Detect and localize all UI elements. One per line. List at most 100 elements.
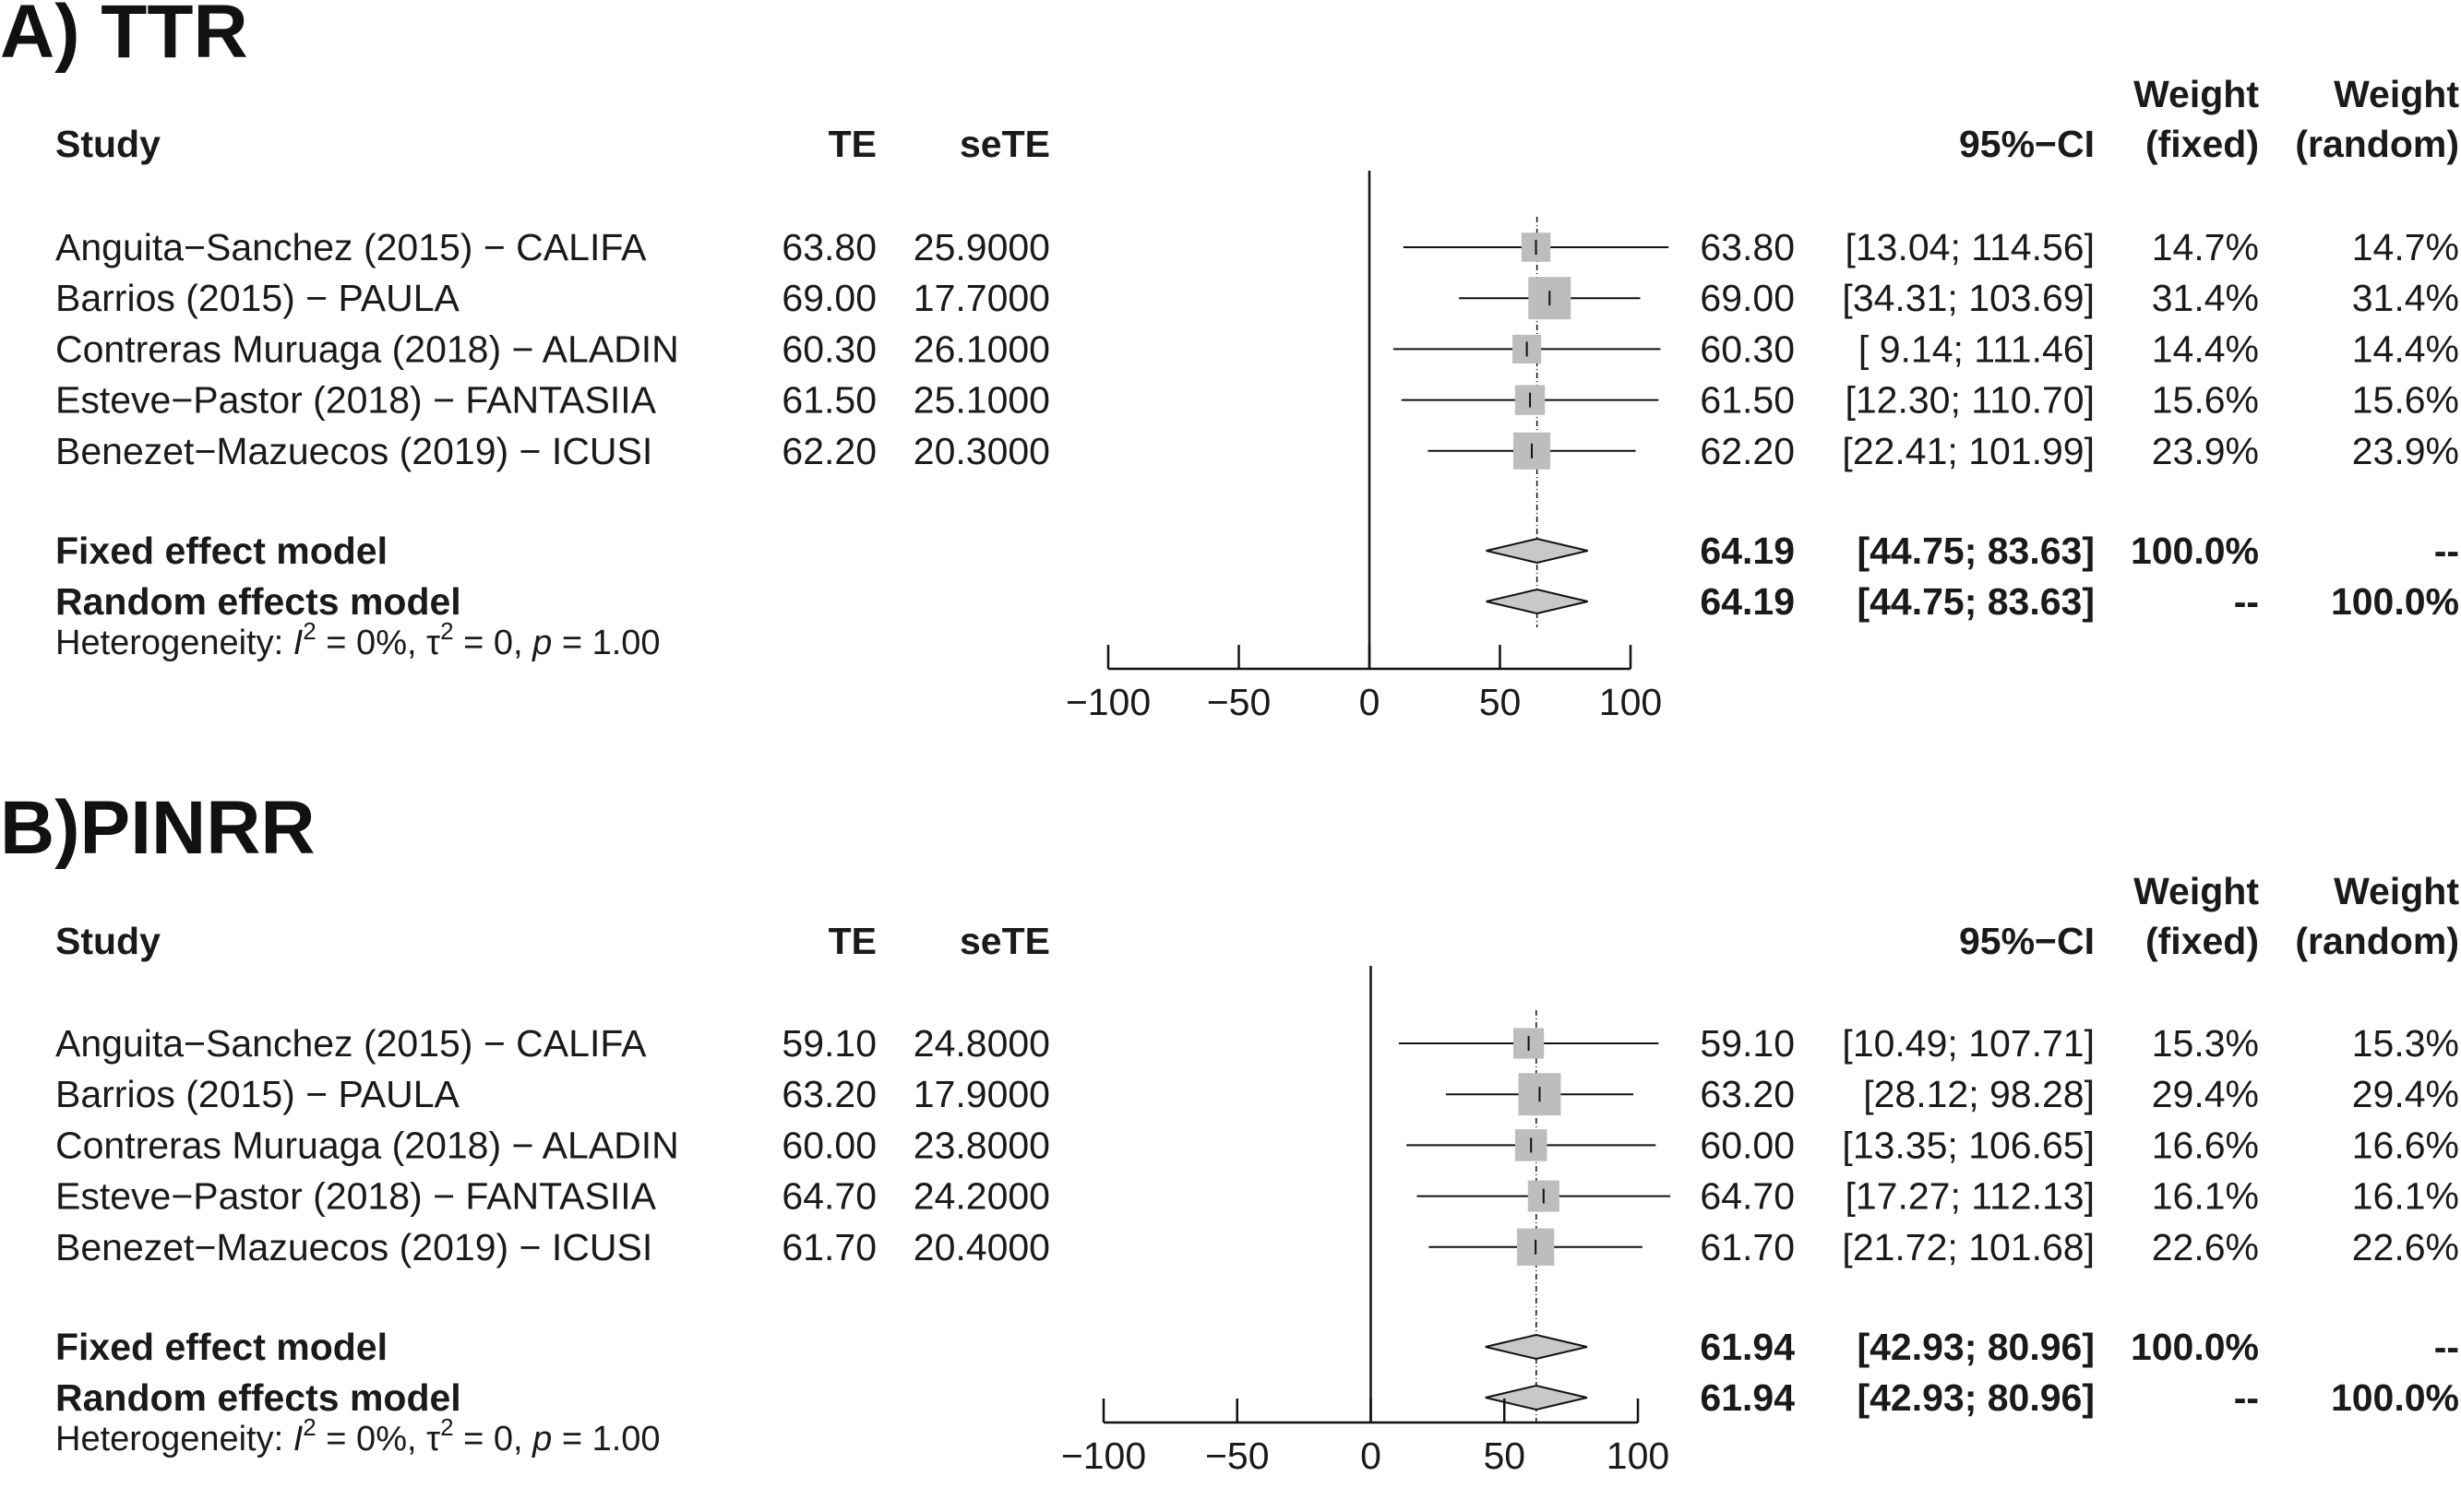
study-name: Anguita−Sanchez (2015) − CALIFA [55,226,647,268]
heterogeneity-part: = 0%, [317,624,426,662]
study-ci: [22.41; 101.99] [1842,430,2095,472]
study-te: 60.30 [782,327,877,370]
heterogeneity-part: τ [426,624,440,662]
forest-panel-b: B)PINRR Study TE seTE 95%−CI Weight (fixed) Wei… [0,786,2459,1477]
study-weight-fixed: 16.1% [2152,1175,2259,1218]
study-weight-fixed: 15.3% [2152,1022,2259,1065]
column-header-sete: seTE [960,920,1050,962]
study-ci: [21.72; 101.68] [1842,1226,2095,1268]
study-weight-random: 14.4% [2352,327,2459,370]
column-header-ci: 95%−CI [1959,920,2095,962]
study-estimate: 63.20 [1700,1073,1795,1115]
pooled-diamond [1486,537,1588,565]
study-te: 69.00 [782,277,877,319]
study-weight-fixed: 14.7% [2152,226,2259,268]
pooled-diamond [1485,1384,1588,1411]
study-weight-fixed: 16.6% [2152,1124,2259,1166]
column-header-weight-random: Weight [2334,73,2459,115]
model-ci: [42.93; 80.96] [1857,1326,2095,1368]
column-header-weight-random-sub: (random) [2295,920,2459,962]
study-weight-random: 29.4% [2352,1073,2459,1115]
study-weight-random: 16.1% [2352,1175,2459,1218]
panel-title: A) TTR [0,0,248,74]
heterogeneity-text: Heterogeneity: I2 = 0%, τ2 = 0, p = 1.00 [55,617,661,662]
column-header-weight-random: Weight [2334,870,2459,912]
model-estimate: 64.19 [1700,580,1795,623]
study-te: 61.70 [782,1226,877,1268]
column-header-weight-fixed: Weight [2133,870,2259,912]
x-tick-label: 100 [1607,1435,1669,1477]
model-ci: [42.93; 80.96] [1857,1376,2095,1419]
study-weight-random: 15.3% [2352,1022,2459,1065]
study-estimate: 69.00 [1700,277,1795,319]
model-weight-random: 100.0% [2331,1376,2459,1419]
heterogeneity-text: Heterogeneity: I2 = 0%, τ2 = 0, p = 1.00 [55,1413,661,1458]
fixed-effect-label: Fixed effect model [55,1326,388,1368]
study-weight-random: 22.6% [2352,1226,2459,1268]
study-weight-fixed: 23.9% [2152,430,2259,472]
column-header-weight-fixed-sub: (fixed) [2145,920,2259,962]
study-estimate: 60.00 [1700,1124,1795,1166]
model-estimate: 64.19 [1700,530,1795,572]
study-name: Esteve−Pastor (2018) − FANTASIIA [55,1175,657,1218]
study-estimate: 64.70 [1700,1175,1795,1218]
heterogeneity-part: τ [426,1420,440,1458]
study-weight-random: 23.9% [2352,430,2459,472]
model-weight-fixed: 100.0% [2131,1326,2259,1368]
study-te: 64.70 [782,1175,877,1218]
x-tick-label: −100 [1066,681,1151,723]
model-weight-random: -- [2434,530,2459,572]
study-name: Benezet−Mazuecos (2019) − ICUSI [55,1226,652,1268]
column-header-study: Study [55,920,161,962]
x-tick-label: −50 [1207,681,1272,723]
column-header-weight-fixed-sub: (fixed) [2145,123,2259,165]
x-tick-label: 0 [1360,1435,1381,1477]
study-name: Esteve−Pastor (2018) − FANTASIIA [55,379,657,422]
study-ci: [ 9.14; 111.46] [1858,327,2095,370]
study-ci: [13.35; 106.65] [1842,1124,2095,1166]
study-name: Benezet−Mazuecos (2019) − ICUSI [55,430,652,472]
study-weight-fixed: 15.6% [2152,379,2259,422]
heterogeneity-part: = 1.00 [552,624,660,662]
heterogeneity-part: 2 [440,617,453,645]
heterogeneity-part: I [293,1420,304,1458]
study-name: Barrios (2015) − PAULA [55,277,460,319]
study-te: 59.10 [782,1022,877,1065]
column-header-study: Study [55,123,161,165]
model-weight-fixed: -- [2234,580,2259,623]
study-weight-fixed: 31.4% [2152,277,2259,319]
study-ci: [13.04; 114.56] [1845,226,2095,268]
study-estimate: 63.80 [1700,226,1795,268]
study-te: 63.80 [782,226,877,268]
study-te: 61.50 [782,379,877,422]
x-tick-label: 50 [1479,681,1522,723]
study-estimate: 62.20 [1700,430,1795,472]
random-effects-label: Random effects model [55,1376,461,1419]
pooled-diamond [1485,1333,1588,1361]
study-estimate: 60.30 [1700,327,1795,370]
study-sete: 23.8000 [914,1124,1050,1166]
forest-panel-a: A) TTR Study TE seTE 95%−CI Weight (fixed) Weig… [0,0,2459,723]
column-header-sete: seTE [960,123,1050,165]
fixed-effect-label: Fixed effect model [55,530,388,572]
study-ci: [10.49; 107.71] [1842,1022,2095,1065]
study-weight-random: 15.6% [2352,379,2459,422]
study-weight-fixed: 29.4% [2152,1073,2259,1115]
model-weight-random: 100.0% [2331,580,2459,623]
study-ci: [17.27; 112.13] [1845,1175,2095,1218]
model-estimate: 61.94 [1700,1326,1795,1368]
x-tick-label: −50 [1205,1435,1270,1477]
study-sete: 25.9000 [914,226,1050,268]
x-tick-label: −100 [1061,1435,1146,1477]
study-te: 62.20 [782,430,877,472]
study-sete: 24.2000 [914,1175,1050,1218]
study-name: Contreras Muruaga (2018) − ALADIN [55,1124,679,1166]
heterogeneity-part: 2 [303,617,316,645]
heterogeneity-part: = 0, [454,624,533,662]
heterogeneity-part: 2 [440,1413,453,1441]
random-effects-label: Random effects model [55,580,461,623]
study-weight-fixed: 22.6% [2152,1226,2259,1268]
study-weight-random: 16.6% [2352,1124,2459,1166]
study-ci: [34.31; 103.69] [1842,277,2095,319]
